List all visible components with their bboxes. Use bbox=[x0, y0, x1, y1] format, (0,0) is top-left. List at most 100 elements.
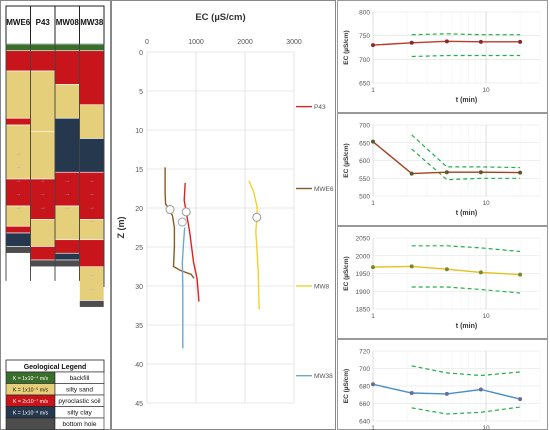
flow-arrow-icon: → bbox=[89, 219, 95, 225]
flow-arrow-icon: → bbox=[40, 205, 46, 211]
layer-pyroclastic-soil bbox=[54, 50, 80, 85]
y-tick-label: 600 bbox=[359, 158, 370, 165]
y-tick-label: 35 bbox=[135, 323, 143, 330]
layer-pyroclastic-soil bbox=[79, 50, 105, 106]
data-point bbox=[518, 170, 523, 175]
sample-point-mwe6 bbox=[165, 205, 175, 215]
geological-legend: Geological Legend K = 1x10⁻⁴ m/s backfill K… bbox=[5, 359, 105, 430]
layer-silty-sand bbox=[54, 205, 80, 241]
layer-silty-sand bbox=[79, 104, 105, 139]
y-axis-label: Z (m) bbox=[116, 217, 126, 239]
legend-label-pyroclastic-soil: pyroclastic soil bbox=[58, 398, 101, 405]
data-point bbox=[409, 40, 414, 45]
y-axis-label: EC (µS/cm) bbox=[343, 30, 350, 64]
series-line-mw38 bbox=[181, 227, 186, 349]
x-axis-label: t (min) bbox=[456, 97, 477, 104]
y-tick-label: 650 bbox=[359, 140, 370, 147]
layer-backfill bbox=[79, 43, 105, 52]
data-point bbox=[444, 267, 449, 272]
y-tick-label: 700 bbox=[359, 366, 370, 373]
y-tick-label: 1950 bbox=[356, 271, 371, 278]
data-point bbox=[409, 391, 414, 395]
x-axis-label: t (min) bbox=[456, 210, 477, 217]
confidence-bound-upper bbox=[411, 33, 521, 36]
y-tick-label: 0 bbox=[139, 50, 143, 57]
y-tick-label: 800 bbox=[359, 10, 370, 17]
confidence-bound-upper bbox=[411, 134, 521, 169]
flow-arrow-icon: → bbox=[15, 165, 21, 171]
layer-pyroclastic-soil bbox=[30, 246, 56, 261]
flow-arrow-icon: → bbox=[40, 178, 46, 184]
series-line-p43 bbox=[183, 182, 200, 302]
layer-silty-sand bbox=[30, 131, 56, 180]
series-line-mw38 bbox=[372, 383, 521, 400]
x-tick-label: 3000 bbox=[286, 39, 302, 46]
legend-k-value: K = 1x10⁻⁵ m/s bbox=[13, 388, 49, 394]
confidence-bound-upper bbox=[411, 245, 521, 253]
flow-arrow-icon: → bbox=[64, 192, 70, 198]
layer-pyroclastic-soil bbox=[79, 239, 105, 268]
data-point bbox=[444, 170, 449, 175]
column-header-mw08: MW08 bbox=[56, 18, 80, 27]
flow-arrow-icon: → bbox=[89, 273, 95, 279]
y-tick-label: 20 bbox=[135, 206, 143, 213]
legend-label-backfill: backfill bbox=[70, 375, 90, 382]
layer-pyroclastic-soil bbox=[30, 178, 56, 220]
data-point bbox=[518, 272, 523, 277]
sample-point-p43 bbox=[181, 207, 191, 217]
y-tick-label: 30 bbox=[135, 284, 143, 291]
column-header-p43: P43 bbox=[36, 18, 51, 27]
time-series-panel-mw8: 1850 1900 1950 2000 2050 1 10 t (min) EC (µS/cm) bbox=[337, 226, 548, 339]
y-tick-label: 500 bbox=[359, 194, 370, 201]
data-point bbox=[371, 43, 375, 48]
layer-silty-sand bbox=[30, 219, 56, 247]
layer-pyroclastic-soil bbox=[5, 225, 31, 234]
layer-silty-sand bbox=[79, 266, 105, 301]
flow-arrow-icon: → bbox=[89, 205, 95, 211]
y-axis-label: EC (µS/cm) bbox=[343, 256, 350, 290]
flow-arrow-icon: → bbox=[89, 178, 95, 184]
y-tick-label: 2000 bbox=[356, 253, 371, 260]
data-point bbox=[371, 382, 375, 387]
y-tick-label: 5 bbox=[139, 89, 143, 96]
y-tick-label: 660 bbox=[359, 401, 370, 408]
layer-silty-sand bbox=[54, 84, 80, 119]
y-tick-label: 680 bbox=[359, 384, 370, 391]
layer-backfill bbox=[30, 43, 56, 52]
legend-k-value: K = 1x10⁻⁴ m/s bbox=[13, 376, 49, 382]
y-axis-label: EC (µS/cm) bbox=[343, 143, 350, 177]
flow-arrow-icon: → bbox=[40, 192, 46, 198]
time-series-panel-p43: 650 700 750 800 1 10 t (min) EC (µS/cm) bbox=[337, 0, 548, 113]
sample-point-mw8 bbox=[252, 212, 262, 222]
legend-swatch-bottom-hole bbox=[5, 417, 56, 430]
legend-label-p43: P43 bbox=[314, 104, 326, 111]
y-tick-label: 650 bbox=[359, 81, 370, 88]
data-point bbox=[478, 39, 483, 44]
data-point bbox=[371, 265, 375, 270]
x-tick-label: 1 bbox=[371, 200, 375, 207]
layer-pyroclastic-soil bbox=[54, 239, 80, 254]
flow-arrow-icon: → bbox=[15, 151, 21, 157]
layer-silty-clay bbox=[5, 232, 31, 247]
ec-profile-chart: EC (µS/cm) 0 5 10 15 20 25 30 35 40 45 0 1000 2000 300… bbox=[116, 12, 334, 408]
data-point bbox=[478, 170, 483, 175]
x-tick-label: 10 bbox=[482, 313, 490, 320]
sample-point-mw38 bbox=[177, 217, 187, 227]
confidence-bound-upper bbox=[411, 365, 521, 377]
layer-silty-sand bbox=[5, 124, 31, 180]
y-tick-label: 720 bbox=[359, 349, 370, 356]
layer-pyroclastic-soil bbox=[54, 171, 80, 207]
column-header-mwe6: MWE6 bbox=[6, 18, 31, 27]
chart-title: EC (µS/cm) bbox=[195, 12, 245, 23]
y-tick-label: 1850 bbox=[356, 307, 371, 314]
y-tick-label: 10 bbox=[135, 128, 143, 135]
layer-silty-clay bbox=[54, 252, 80, 261]
data-point bbox=[409, 171, 414, 176]
y-tick-label: 640 bbox=[359, 419, 370, 426]
y-tick-label: 700 bbox=[359, 123, 370, 130]
y-tick-label: 25 bbox=[135, 245, 143, 252]
layer-backfill bbox=[5, 43, 31, 52]
ec-profile-panel-frame bbox=[111, 0, 336, 430]
